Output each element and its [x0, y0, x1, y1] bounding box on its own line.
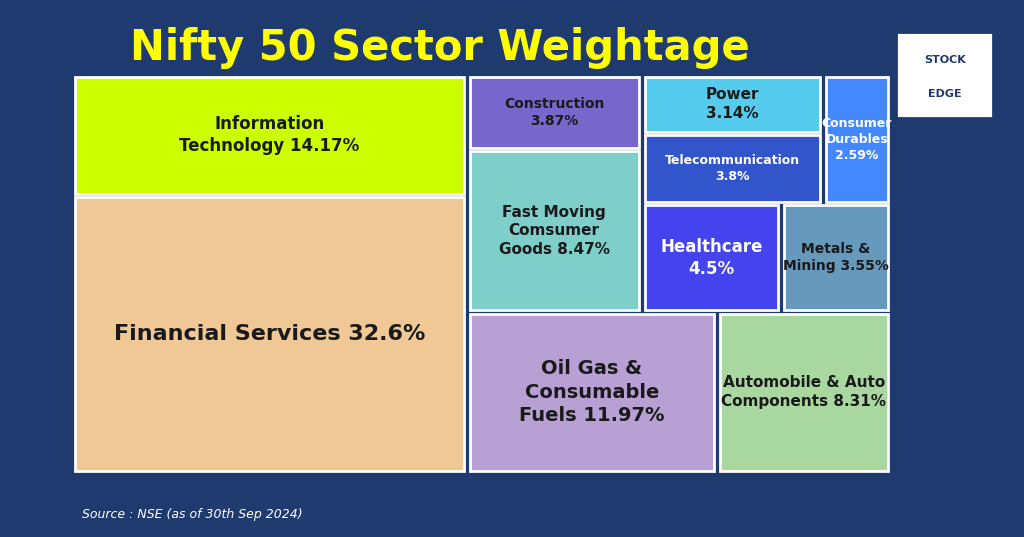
FancyBboxPatch shape — [783, 205, 888, 310]
Text: Oil Gas &
Consumable
Fuels 11.97%: Oil Gas & Consumable Fuels 11.97% — [519, 359, 665, 425]
FancyBboxPatch shape — [75, 197, 464, 471]
FancyBboxPatch shape — [826, 77, 888, 202]
FancyBboxPatch shape — [470, 77, 639, 148]
FancyBboxPatch shape — [75, 77, 464, 194]
Text: Fast Moving
Comsumer
Goods 8.47%: Fast Moving Comsumer Goods 8.47% — [499, 205, 609, 257]
FancyBboxPatch shape — [644, 205, 778, 310]
Text: Financial Services 32.6%: Financial Services 32.6% — [114, 324, 425, 344]
Text: Nifty 50 Sector Weightage: Nifty 50 Sector Weightage — [130, 27, 751, 69]
Text: Information
Technology 14.17%: Information Technology 14.17% — [179, 115, 359, 156]
FancyBboxPatch shape — [644, 77, 820, 132]
Text: Automobile & Auto
Components 8.31%: Automobile & Auto Components 8.31% — [722, 375, 887, 409]
Text: Construction
3.87%: Construction 3.87% — [504, 97, 604, 128]
Text: Healthcare
4.5%: Healthcare 4.5% — [660, 238, 763, 278]
FancyBboxPatch shape — [644, 135, 820, 202]
Text: Power
3.14%: Power 3.14% — [706, 88, 759, 121]
Text: Consumer
Durables
2.59%: Consumer Durables 2.59% — [822, 117, 892, 162]
Text: EDGE: EDGE — [928, 89, 962, 99]
FancyBboxPatch shape — [720, 314, 888, 471]
Text: Telecommunication
3.8%: Telecommunication 3.8% — [665, 154, 800, 183]
Text: STOCK: STOCK — [924, 55, 966, 65]
FancyBboxPatch shape — [470, 314, 714, 471]
FancyBboxPatch shape — [470, 151, 639, 310]
Text: Metals &
Mining 3.55%: Metals & Mining 3.55% — [783, 242, 889, 273]
Text: Source : NSE (as of 30th Sep 2024): Source : NSE (as of 30th Sep 2024) — [82, 508, 302, 521]
